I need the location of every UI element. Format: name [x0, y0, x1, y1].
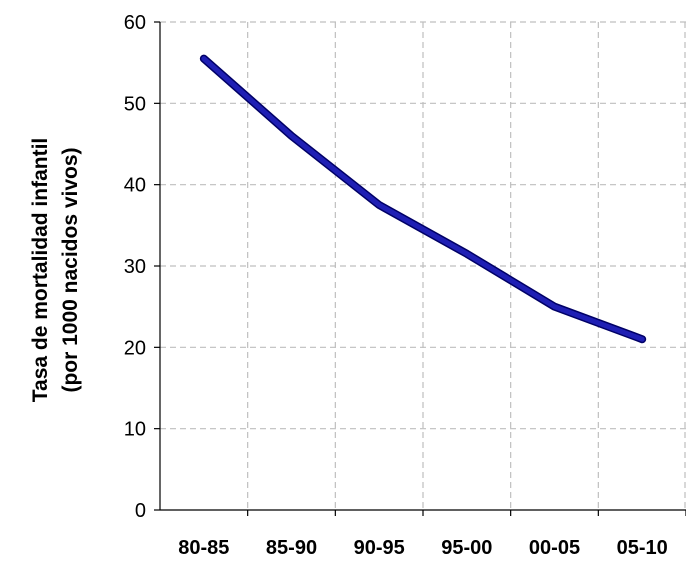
grid	[160, 21, 686, 510]
y-tick-label: 60	[124, 12, 146, 34]
series-group	[199, 54, 647, 344]
x-tick-label: 00-05	[529, 537, 580, 559]
x-tick-label: 05-10	[617, 537, 668, 559]
x-tick-label: 95-00	[441, 537, 492, 559]
y-tick-label: 0	[135, 500, 146, 522]
y-tick-label: 30	[124, 256, 146, 278]
x-tick-label: 80-85	[178, 537, 229, 559]
y-tick-label: 20	[124, 337, 146, 359]
y-axis-label-line2: (por 1000 nacidos vivos)	[59, 147, 82, 392]
x-tick-labels: 80-85 85-90 90-95 95-00 00-05 05-10	[178, 537, 667, 559]
x-tick-label: 90-95	[354, 537, 405, 559]
y-tick-label: 40	[124, 175, 146, 197]
series-line	[201, 56, 645, 342]
y-tick-labels: 0 10 20 30 40 50 60	[124, 12, 146, 522]
x-tick-label: 85-90	[266, 537, 317, 559]
axes	[154, 21, 686, 516]
y-tick-label: 10	[124, 419, 146, 441]
y-tick-label: 50	[124, 93, 146, 115]
y-axis-label-line1: Tasa de mortalidad infantil	[29, 138, 52, 403]
